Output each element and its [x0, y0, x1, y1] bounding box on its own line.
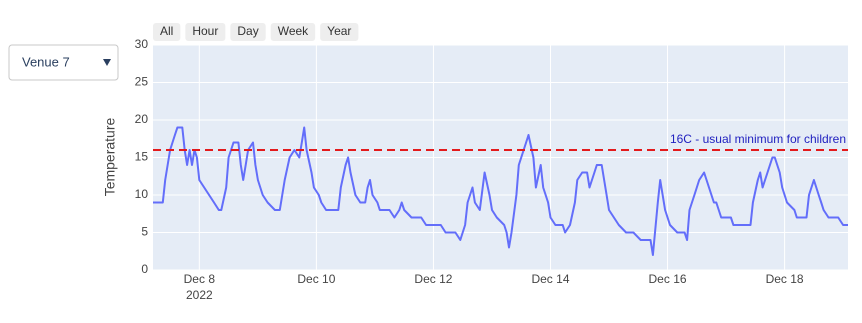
y-tick-label: 25	[135, 75, 149, 89]
y-axis-title: Temperature	[102, 117, 118, 196]
range-button[interactable]	[185, 23, 226, 41]
range-button-label[interactable]: Year	[327, 24, 351, 38]
range-button-label[interactable]: Hour	[192, 24, 218, 38]
y-tick-label: 5	[141, 225, 148, 239]
y-tick-label: 0	[141, 262, 148, 276]
range-button-label[interactable]: All	[160, 24, 173, 38]
range-button[interactable]	[320, 23, 359, 41]
x-tick-label: Dec 14	[531, 272, 569, 286]
range-buttons: All Hour Day Week Year	[153, 23, 359, 41]
range-button[interactable]	[153, 23, 181, 41]
y-tick-label: 10	[135, 187, 149, 201]
x-tick-label: Dec 16	[649, 272, 687, 286]
x-year-label: 2022	[186, 288, 213, 302]
dropdown-value[interactable]: Venue 7	[22, 54, 70, 69]
y-tick-label: 20	[135, 112, 149, 126]
x-tick-label: Dec 12	[414, 272, 452, 286]
y-tick-label: 30	[135, 37, 149, 51]
x-tick-label: Dec 10	[297, 272, 335, 286]
x-tick-label: Dec 8	[184, 272, 216, 286]
reference-label: 16C - usual minimum for children	[670, 132, 846, 146]
range-button[interactable]	[230, 23, 266, 41]
dropdown-arrow[interactable]	[103, 59, 111, 66]
x-tick-label: Dec 18	[766, 272, 804, 286]
temperature-line	[153, 126, 848, 256]
range-button-label[interactable]: Day	[237, 24, 258, 38]
range-button[interactable]	[270, 23, 316, 41]
venue-dropdown[interactable]	[8, 44, 119, 81]
y-tick-label: 15	[135, 150, 149, 164]
range-button-label[interactable]: Week	[278, 24, 309, 38]
